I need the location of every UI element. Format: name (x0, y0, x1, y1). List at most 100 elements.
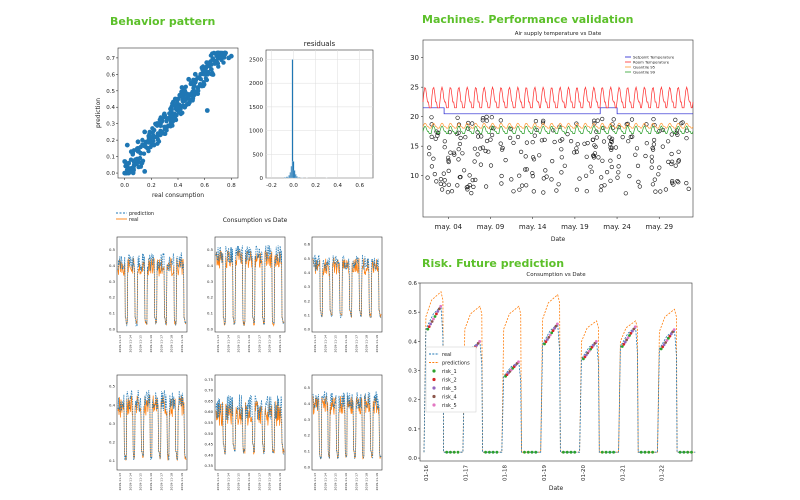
airsupply-point (653, 189, 658, 194)
residuals-ytick-label: 1000 (249, 129, 263, 135)
airsupply-point (446, 155, 451, 160)
airsupply-point (552, 139, 557, 145)
residuals-title: residuals (304, 40, 336, 48)
grid-panel-xtick-label: 2019-11-15 (237, 473, 241, 491)
scatter-ytick-label: 0.6 (106, 72, 115, 78)
airsupply-point (522, 167, 528, 172)
grid-panel-xtick-label: 2019-11-15 (334, 473, 338, 491)
risk-point (592, 343, 595, 347)
risk-point (449, 450, 452, 454)
residuals-ytick-label: 500 (253, 152, 264, 158)
airsupply-point (433, 136, 438, 141)
airsupply-point (590, 153, 596, 158)
airsupply-point (660, 127, 666, 133)
grid-panel-ytick-label: 0.5 (207, 247, 214, 252)
airsupply-point (442, 145, 447, 150)
airsupply-xtick-label: may. 29 (645, 223, 673, 231)
airsupply-point (442, 178, 447, 183)
airsupply-point (429, 134, 434, 139)
grid-panel-prediction-line (215, 394, 285, 455)
airsupply-point (663, 187, 669, 192)
airsupply-point (465, 187, 470, 192)
airsupply-point (637, 184, 642, 189)
grid-panel-prediction-line (312, 390, 382, 460)
airsupply-point (464, 185, 469, 190)
risk-xlabel: Date (549, 485, 564, 492)
scatter-point (203, 76, 209, 81)
airsupply-point (557, 124, 562, 129)
airsupply-point (480, 145, 485, 150)
scatter-point (132, 157, 138, 163)
airsupply-point (463, 135, 468, 140)
airsupply-point (574, 121, 579, 126)
scatter-point (172, 96, 178, 102)
airsupply-point (486, 149, 491, 154)
airsupply-point (427, 145, 432, 150)
airsupply-point (480, 116, 486, 121)
grid-panel-frame (214, 374, 286, 471)
risk-point (430, 320, 434, 323)
airsupply-point (565, 132, 570, 137)
risk-point (604, 450, 608, 454)
risk-legend-swatch (432, 403, 436, 407)
risk-legend-swatch (432, 386, 436, 390)
airsupply-point (488, 163, 494, 168)
risk-xtick-label: 01-19 (542, 465, 548, 481)
grid-panel-ytick-label: 0.5 (304, 385, 311, 390)
scatter-point (146, 148, 151, 154)
grid-panel-xtick-label: 2019-11-16 (344, 473, 348, 491)
grid-panel-ytick-label: 0.3 (304, 417, 311, 422)
airsupply-point (594, 129, 599, 134)
risk-point (661, 345, 665, 349)
airsupply-point (440, 187, 445, 192)
airsupply-point (658, 189, 663, 194)
airsupply-point (676, 159, 681, 164)
airsupply-point (484, 184, 489, 189)
airsupply-point (669, 159, 675, 164)
airsupply-point (623, 191, 628, 196)
airsupply-point (609, 147, 614, 152)
airsupply-point (475, 152, 480, 157)
scatter-point (184, 91, 190, 97)
airsupply-point (469, 191, 474, 196)
scatter-point (162, 113, 168, 118)
grid-panel-xtick-label: 2019-11-15 (237, 335, 241, 353)
risk-point (488, 450, 491, 454)
airsupply-legend-label: Quantile 99 (633, 70, 656, 75)
scatter-point (215, 50, 221, 56)
grid-panel-ytick-label: 0.1 (304, 449, 311, 454)
scatter-ylabel: prediction (95, 98, 102, 128)
airsupply-point (530, 174, 535, 179)
grid-panel-ytick-label: 0.65 (205, 398, 214, 403)
airsupply-point (665, 139, 671, 144)
grid-panel-ytick-label: 0.0 (109, 326, 116, 331)
airsupply-point (458, 135, 463, 141)
airsupply-point (447, 130, 452, 135)
risk-point (667, 336, 670, 340)
risk-point (587, 349, 591, 353)
grid-panel-xtick-label: 2019-11-19 (375, 473, 379, 491)
scatter-xtick-label: 0.6 (200, 183, 209, 189)
airsupply-point (673, 117, 678, 122)
grid-panel-xtick-label: 2019-11-17 (354, 473, 358, 491)
grid-panel-xtick-label: 2019-11-17 (159, 473, 163, 491)
airsupply-point (652, 177, 657, 182)
airsupply-point (508, 135, 513, 140)
airsupply-point (509, 177, 514, 182)
grid-panel-xtick-label: 2019-11-14 (226, 335, 230, 353)
scatter-point (199, 65, 205, 71)
airsupply-point (574, 187, 580, 192)
risk-legend-swatch (432, 377, 436, 382)
airsupply-point (472, 159, 477, 164)
grid-panel-xtick-label: 2019-11-15 (139, 473, 143, 491)
risk-xtick-label: 01-22 (660, 465, 666, 481)
airsupply-point (484, 138, 490, 144)
airsupply-point (530, 155, 536, 160)
airsupply-point (613, 145, 619, 150)
airsupply-point (599, 184, 604, 189)
residuals-bar (286, 176, 288, 179)
scatter-point (140, 137, 145, 143)
residuals-bar (292, 161, 295, 179)
risk-point (590, 345, 594, 349)
risk-point (639, 450, 643, 454)
